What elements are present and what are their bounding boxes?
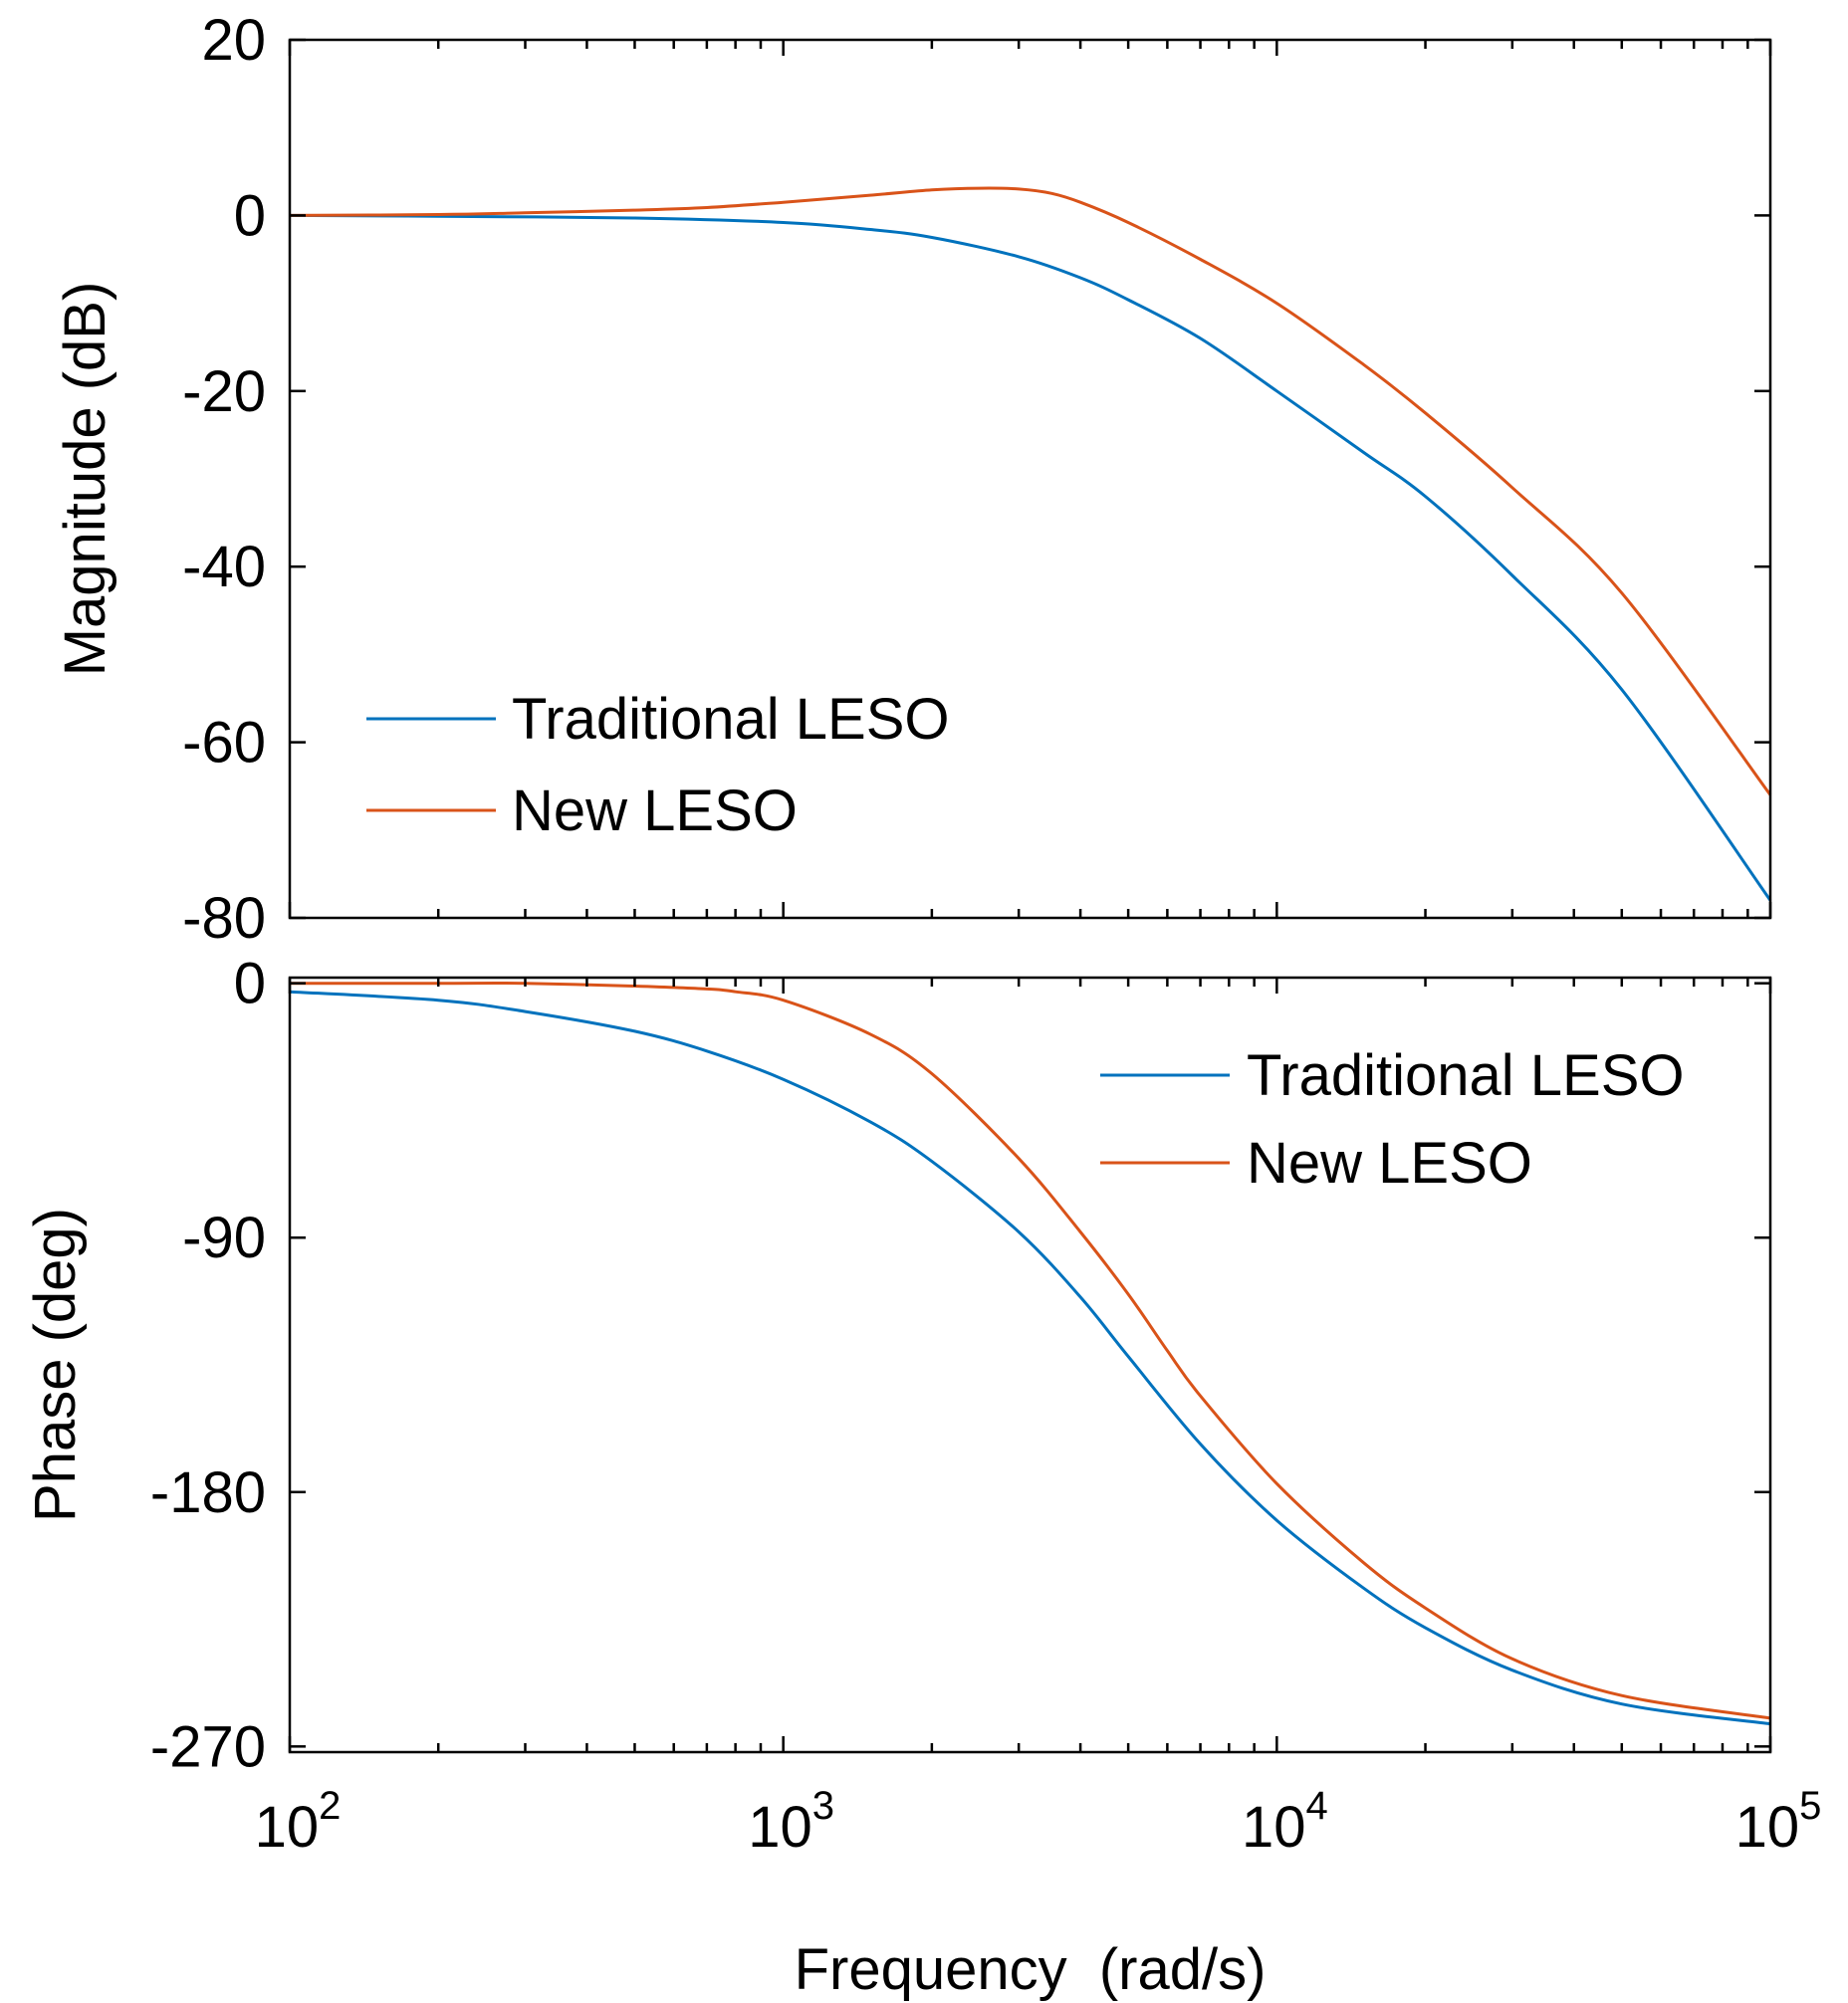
series-line-new-leso (289, 981, 1771, 1720)
legend-label-traditional-leso: Traditional LESO (1247, 1043, 1685, 1108)
magnitude-ytick-labels: 20 0 -20 -40 -60 -80 (182, 8, 266, 951)
phase-legend: Traditional LESO New LESO (1100, 1043, 1685, 1196)
x-tick-label: 103 (748, 1784, 834, 1860)
legend-label-new-leso: New LESO (512, 779, 798, 843)
y-tick-label: -60 (182, 711, 266, 776)
frequency-xlabel: Frequency (rad/s) (795, 1937, 1267, 2002)
legend-label-new-leso: New LESO (1247, 1131, 1532, 1196)
y-tick-label: -90 (182, 1206, 266, 1270)
y-tick-label: 0 (234, 183, 266, 248)
y-tick-label: 20 (201, 8, 266, 73)
magnitude-axes-frame (288, 38, 1772, 920)
y-tick-label: -270 (150, 1714, 266, 1779)
magnitude-legend: Traditional LESO New LESO (366, 687, 950, 843)
series-line-traditional-leso (289, 213, 1772, 902)
magnitude-series-lines (289, 186, 1772, 902)
magnitude-ylabel: Magnitude (dB) (53, 282, 117, 677)
magnitude-ticks (288, 38, 1772, 920)
y-tick-label: -80 (182, 886, 266, 951)
y-tick-label: -20 (182, 359, 266, 424)
y-tick-label: -180 (150, 1460, 266, 1525)
frequency-xtick-labels: 102 103 104 105 (255, 1784, 1822, 1860)
series-line-traditional-leso (289, 990, 1771, 1726)
phase-ylabel: Phase (deg) (23, 1208, 88, 1522)
phase-ytick-labels: 0 -90 -180 -270 (150, 952, 266, 1780)
phase-axes-frame (288, 976, 1772, 1754)
y-tick-label: 0 (234, 952, 266, 1016)
magnitude-panel: 20 0 -20 -40 -60 -80 Magnitude (dB) Tradition… (53, 8, 1772, 951)
x-tick-label: 105 (1735, 1784, 1822, 1860)
x-tick-label: 102 (255, 1784, 342, 1860)
series-line-new-leso (289, 186, 1772, 796)
phase-panel: 0 -90 -180 -270 Phase (deg) Traditional LES… (23, 952, 1821, 2002)
phase-series-lines (289, 981, 1771, 1726)
legend-label-traditional-leso: Traditional LESO (512, 687, 950, 752)
y-tick-label: -40 (182, 535, 266, 599)
x-tick-label: 104 (1242, 1784, 1328, 1860)
